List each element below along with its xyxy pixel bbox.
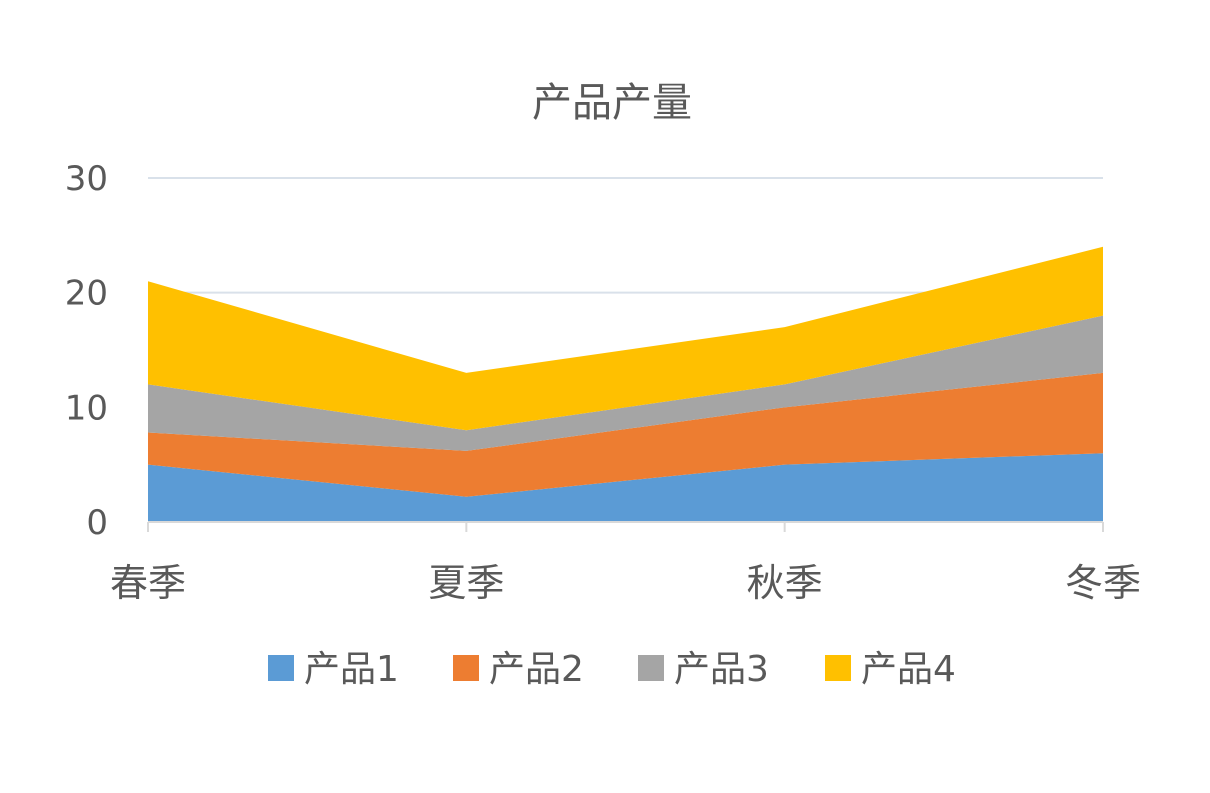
- axes: 0 10 20 30 春季 夏季 秋季 冬季: [65, 159, 1141, 605]
- y-tick-label: 20: [65, 274, 108, 314]
- legend-label: 产品1: [304, 649, 399, 690]
- y-tick-label: 30: [65, 159, 108, 199]
- area-series-2: [148, 372, 1103, 497]
- legend-label: 产品4: [861, 649, 956, 690]
- area-series-3: [148, 315, 1103, 451]
- x-category-label: 夏季: [428, 561, 504, 605]
- x-category-label: 春季: [110, 561, 186, 605]
- legend-item-1: 产品1: [268, 649, 399, 690]
- y-tick-label: 10: [65, 388, 108, 428]
- legend-swatch: [268, 655, 294, 681]
- x-category-label: 秋季: [747, 561, 823, 605]
- legend-swatch: [638, 655, 664, 681]
- y-tick-label: 0: [86, 503, 108, 543]
- legend-item-3: 产品3: [638, 649, 769, 690]
- x-category-label: 冬季: [1065, 561, 1141, 605]
- legend-label: 产品2: [489, 649, 584, 690]
- area-series-4: [148, 246, 1103, 431]
- legend-item-4: 产品4: [825, 649, 956, 690]
- legend-swatch: [453, 655, 479, 681]
- area-series-1: [148, 453, 1103, 522]
- legend-label: 产品3: [674, 649, 769, 690]
- legend-item-2: 产品2: [453, 649, 584, 690]
- chart-title: 产品产量: [532, 80, 692, 126]
- legend-swatch: [825, 655, 851, 681]
- area-series: [148, 246, 1103, 522]
- legend: 产品1 产品2 产品3 产品4: [268, 649, 956, 690]
